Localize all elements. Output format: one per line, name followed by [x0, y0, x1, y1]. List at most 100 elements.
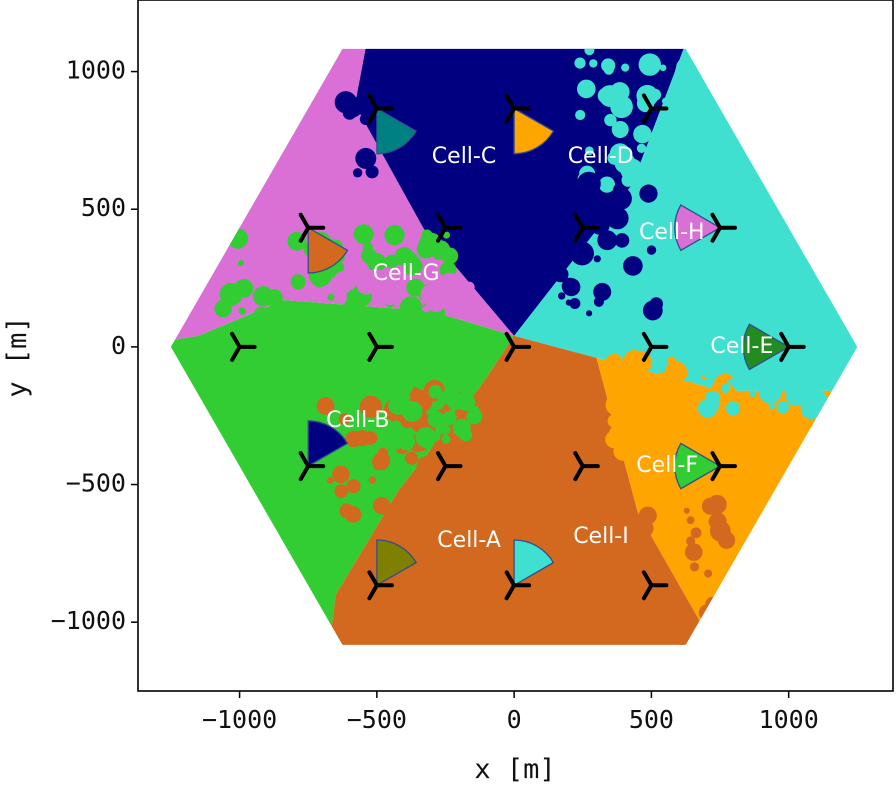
- region-blob: [363, 431, 378, 445]
- region-chocolate: [321, 335, 748, 645]
- region-blob: [651, 410, 663, 422]
- region-orchid: [170, 48, 515, 347]
- region-blob: [589, 214, 610, 235]
- region-blob: [639, 375, 656, 391]
- x-axis-label: x [m]: [474, 754, 555, 785]
- region-blob: [689, 562, 700, 572]
- cell-d-sector: [513, 107, 555, 155]
- region-blob: [606, 207, 629, 230]
- region-blob: [427, 411, 445, 428]
- region-blob: [618, 561, 641, 584]
- cell-b-sector: [307, 420, 349, 468]
- region-blob: [649, 297, 663, 311]
- region-blob: [704, 569, 713, 578]
- region-blob: [565, 183, 581, 200]
- base-station-icon: [504, 570, 532, 601]
- region-blob: [705, 382, 712, 389]
- region-blob: [620, 410, 641, 431]
- region-blob: [654, 448, 667, 460]
- base-station-icon: [710, 212, 737, 243]
- region-blob: [668, 392, 677, 401]
- region-blob: [577, 79, 596, 99]
- region-blob: [361, 248, 377, 264]
- region-blob: [356, 272, 374, 291]
- region-blob: [406, 133, 430, 157]
- region-blob: [659, 64, 667, 72]
- region-blob: [655, 394, 673, 412]
- region-blob: [631, 454, 641, 464]
- cell-c-label: Cell-C: [432, 144, 496, 169]
- x-tick-label: −1000: [202, 705, 277, 734]
- region-blob: [815, 369, 832, 386]
- region-blob: [646, 245, 657, 255]
- region-blob: [653, 59, 661, 66]
- region-blob: [436, 105, 444, 114]
- region-blob: [476, 508, 485, 517]
- region-blob: [314, 278, 325, 288]
- region-blob: [441, 128, 459, 145]
- cell-a-sector: [376, 539, 417, 587]
- region-blob: [717, 603, 728, 614]
- region-blob: [627, 208, 651, 231]
- region-blobs: [380, 372, 483, 451]
- region-blob: [388, 395, 408, 415]
- cell-a-label: Cell-A: [437, 528, 501, 553]
- region-blob: [301, 305, 320, 324]
- region-blob: [384, 254, 399, 269]
- region-blob: [570, 241, 594, 266]
- region-blobs: [552, 171, 663, 321]
- region-blob: [636, 143, 647, 153]
- base-station-icon: [367, 331, 394, 362]
- region-blob: [602, 232, 618, 248]
- region-blob: [681, 118, 694, 132]
- region-blob: [593, 282, 612, 301]
- region-blob: [406, 91, 431, 116]
- region-blob: [701, 362, 720, 380]
- cell-sectors: [307, 107, 791, 587]
- region-blob: [441, 411, 457, 426]
- region-blob: [392, 425, 405, 438]
- region-blob: [776, 401, 790, 414]
- region-blob: [614, 233, 630, 248]
- region-blob: [589, 59, 598, 68]
- region-blob: [609, 546, 624, 561]
- region-blob: [613, 184, 623, 194]
- region-blob: [424, 441, 433, 450]
- region-blob: [405, 451, 418, 465]
- cell-g-label: Cell-G: [373, 261, 440, 286]
- region-blob: [441, 434, 451, 444]
- cell-c-sector: [376, 107, 417, 155]
- cell-b-label: Cell-B: [326, 408, 389, 433]
- region-blob: [415, 426, 437, 448]
- region-blob: [253, 306, 269, 322]
- region-blob: [558, 292, 566, 300]
- region-blob: [593, 296, 605, 307]
- region-blob: [344, 298, 357, 311]
- region-blob: [362, 242, 373, 253]
- region-blob: [638, 53, 661, 76]
- region-blob: [463, 116, 469, 123]
- region-blob: [605, 353, 624, 372]
- region-blob: [345, 430, 362, 448]
- region-blob: [385, 268, 406, 289]
- base-station-icon: [367, 570, 394, 601]
- region-blob: [633, 518, 654, 538]
- region-blob: [332, 465, 350, 484]
- region-blob: [605, 602, 620, 616]
- region-blob: [339, 503, 354, 518]
- region-blob: [667, 356, 677, 366]
- region-blob: [662, 143, 673, 153]
- cell-e-sector: [742, 323, 791, 371]
- region-blob: [458, 428, 470, 440]
- region-blob: [597, 584, 612, 599]
- region-blob: [686, 425, 701, 440]
- region-blob: [705, 596, 720, 612]
- region-blob: [398, 384, 410, 397]
- region-blob: [394, 247, 414, 267]
- region-blob: [265, 289, 283, 307]
- region-blob: [716, 451, 727, 462]
- region-blob: [443, 231, 450, 239]
- region-blob: [338, 413, 351, 426]
- region-blob: [237, 260, 245, 267]
